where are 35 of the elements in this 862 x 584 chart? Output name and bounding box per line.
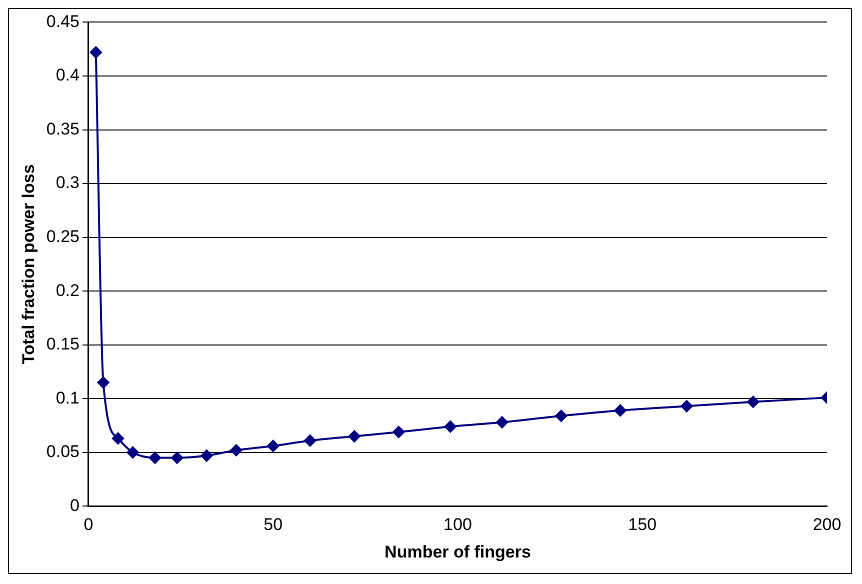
point bbox=[148, 452, 161, 464]
y-tick-label: 0.25 bbox=[46, 227, 80, 246]
point bbox=[171, 452, 184, 464]
point bbox=[230, 444, 242, 456]
x-tick-label: 50 bbox=[264, 515, 283, 534]
point bbox=[348, 430, 360, 442]
point bbox=[614, 404, 626, 416]
x-tick-label: 100 bbox=[444, 515, 472, 534]
point bbox=[444, 420, 456, 433]
y-tick-label: 0.1 bbox=[56, 388, 80, 408]
x-tick-label: 0 bbox=[84, 515, 94, 534]
x-tick-label: 150 bbox=[628, 515, 657, 534]
y-tick-label: 0.4 bbox=[56, 66, 80, 85]
point bbox=[200, 450, 213, 462]
point bbox=[555, 410, 568, 422]
point bbox=[267, 440, 280, 452]
point bbox=[496, 416, 508, 428]
x-tick-label: 200 bbox=[812, 515, 842, 534]
point bbox=[112, 432, 124, 444]
y-tick-label: 0.15 bbox=[46, 334, 80, 354]
point bbox=[90, 46, 102, 58]
y-tick-label: 0 bbox=[70, 496, 80, 515]
y-axis-title: Total fraction power loss bbox=[18, 164, 38, 364]
y-tick-label: 0.45 bbox=[46, 12, 80, 31]
point bbox=[747, 396, 760, 408]
y-tick-label: 0.05 bbox=[46, 442, 80, 462]
point bbox=[126, 446, 139, 458]
point bbox=[392, 426, 405, 438]
y-tick-label: 0.3 bbox=[56, 173, 80, 192]
point bbox=[97, 376, 110, 389]
y-tick-label: 0.2 bbox=[56, 280, 80, 300]
point bbox=[680, 400, 693, 412]
point bbox=[304, 434, 316, 447]
x-axis-title: Number of fingers bbox=[384, 542, 531, 562]
y-tick-label: 0.35 bbox=[46, 119, 80, 138]
